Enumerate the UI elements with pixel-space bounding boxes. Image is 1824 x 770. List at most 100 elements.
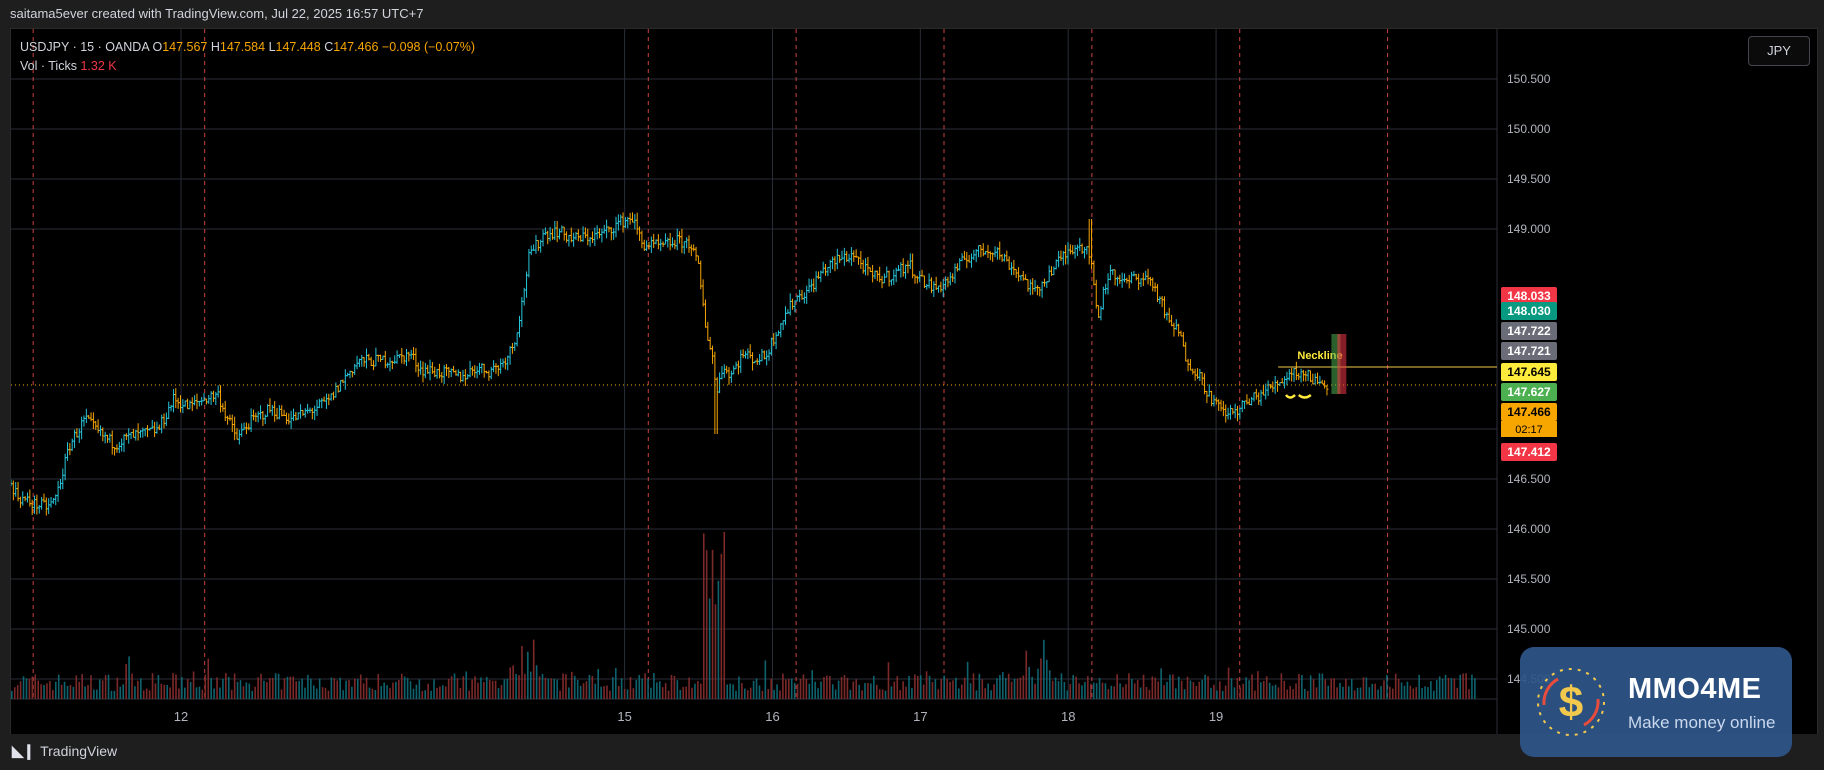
volume-bar [1218,681,1221,699]
volume-bar [242,686,245,699]
volume-bar [1386,674,1388,699]
watermark-badge: $ MMO4ME Make money online [1520,647,1792,757]
volume-bar [1391,688,1394,699]
volume-bar [154,683,157,699]
volume-bar [720,553,723,699]
volume-bar [805,679,808,699]
volume-bar [13,687,16,699]
volume-bar [1465,673,1467,699]
chart-pane[interactable]: 150.500150.000149.500149.000147.000146.5… [9,28,1818,735]
volume-bar [301,678,303,699]
volume-bar [1289,686,1291,699]
volume-bar [928,675,931,699]
volume-bar [1298,673,1300,699]
x-tick-label: 16 [765,709,779,724]
volume-bar [1139,687,1142,699]
volume-bar [1063,682,1066,699]
volume-bar [773,689,775,699]
volume-bar [535,665,538,699]
volume-bar [887,662,890,699]
volume-bar [371,688,374,699]
currency-button[interactable]: JPY [1748,36,1810,66]
volume-bar [1450,678,1453,699]
volume-bar [550,678,553,699]
volume-bar [471,679,473,699]
volume-bar [362,683,365,699]
volume-label[interactable]: Vol · Ticks [20,59,77,73]
volume-bar [1198,681,1201,699]
volume-bar [958,688,960,699]
volume-bar [1160,668,1162,699]
volume-bar [667,690,670,699]
price-label-bg [1501,302,1557,320]
volume-bar [1424,686,1426,699]
tradingview-logo[interactable]: ◣❙ TradingView [12,742,117,760]
volume-bar [990,690,992,699]
volume-bar [702,533,705,699]
volume-bar [1421,688,1423,699]
volume-bar [257,677,259,699]
volume-bar [1441,678,1444,699]
volume-bar [573,675,576,699]
volume-bar [52,689,54,699]
price-chart[interactable]: 150.500150.000149.500149.000147.000146.5… [9,29,1817,734]
volume-bar [858,684,860,699]
chart-legend: USDJPY · 15 · OANDA O147.567 H147.584 L1… [20,38,475,76]
volume-bar [1186,676,1189,699]
volume-bar [638,674,641,699]
volume-bar [1019,677,1022,699]
volume-bar [571,671,573,699]
volume-bar [1403,685,1406,699]
volume-bar [1304,688,1306,699]
volume-bar [899,690,901,699]
volume-bar [919,675,922,699]
price-label: 148.033 [1507,289,1551,303]
volume-bar [506,678,509,699]
volume-bar [160,683,163,699]
volume-bar [236,681,239,699]
volume-bar [1239,687,1242,699]
volume-bar [796,683,799,699]
volume-bar [222,678,224,699]
volume-bar [949,681,951,699]
volume-bar [348,679,350,699]
volume-bar [333,678,336,699]
volume-bar [582,683,585,699]
volume-bar [843,675,846,699]
volume-bar [1324,679,1327,699]
volume-bar [192,671,195,699]
volume-bar [600,686,602,699]
volume-bar [653,673,655,699]
volume-bar [635,679,638,699]
volume-bar [685,686,687,699]
volume-bar [207,658,210,699]
y-tick-label: 150.000 [1507,122,1551,136]
volume-bar [1007,673,1010,699]
volume-bar [488,679,491,699]
volume-bar [914,674,916,699]
volume-bar [1471,674,1473,699]
volume-bar [248,683,251,699]
watermark-brand: MMO4ME [1628,673,1762,705]
volume-bar [1057,681,1060,699]
symbol-label[interactable]: USDJPY · 15 · OANDA [20,40,149,54]
price-label: 147.627 [1507,385,1551,399]
volume-bar [594,683,597,699]
volume-bar [90,675,92,699]
open-value: 147.567 [162,40,208,54]
volume-bar [289,676,292,699]
volume-bar [963,677,966,699]
volume-bar [984,688,987,699]
volume-bar [527,651,529,699]
ohlc-row: USDJPY · 15 · OANDA O147.567 H147.584 L1… [20,40,476,54]
volume-bar [93,689,95,699]
y-tick-label: 150.500 [1507,72,1551,86]
volume-bar [1342,686,1344,699]
volume-bar [254,686,256,699]
volume-bar [978,673,981,699]
volume-bar [453,673,456,699]
volume-bar [312,685,315,699]
volume-bar [761,690,764,699]
y-tick-label: 145.500 [1507,572,1551,586]
volume-bar [342,690,344,699]
